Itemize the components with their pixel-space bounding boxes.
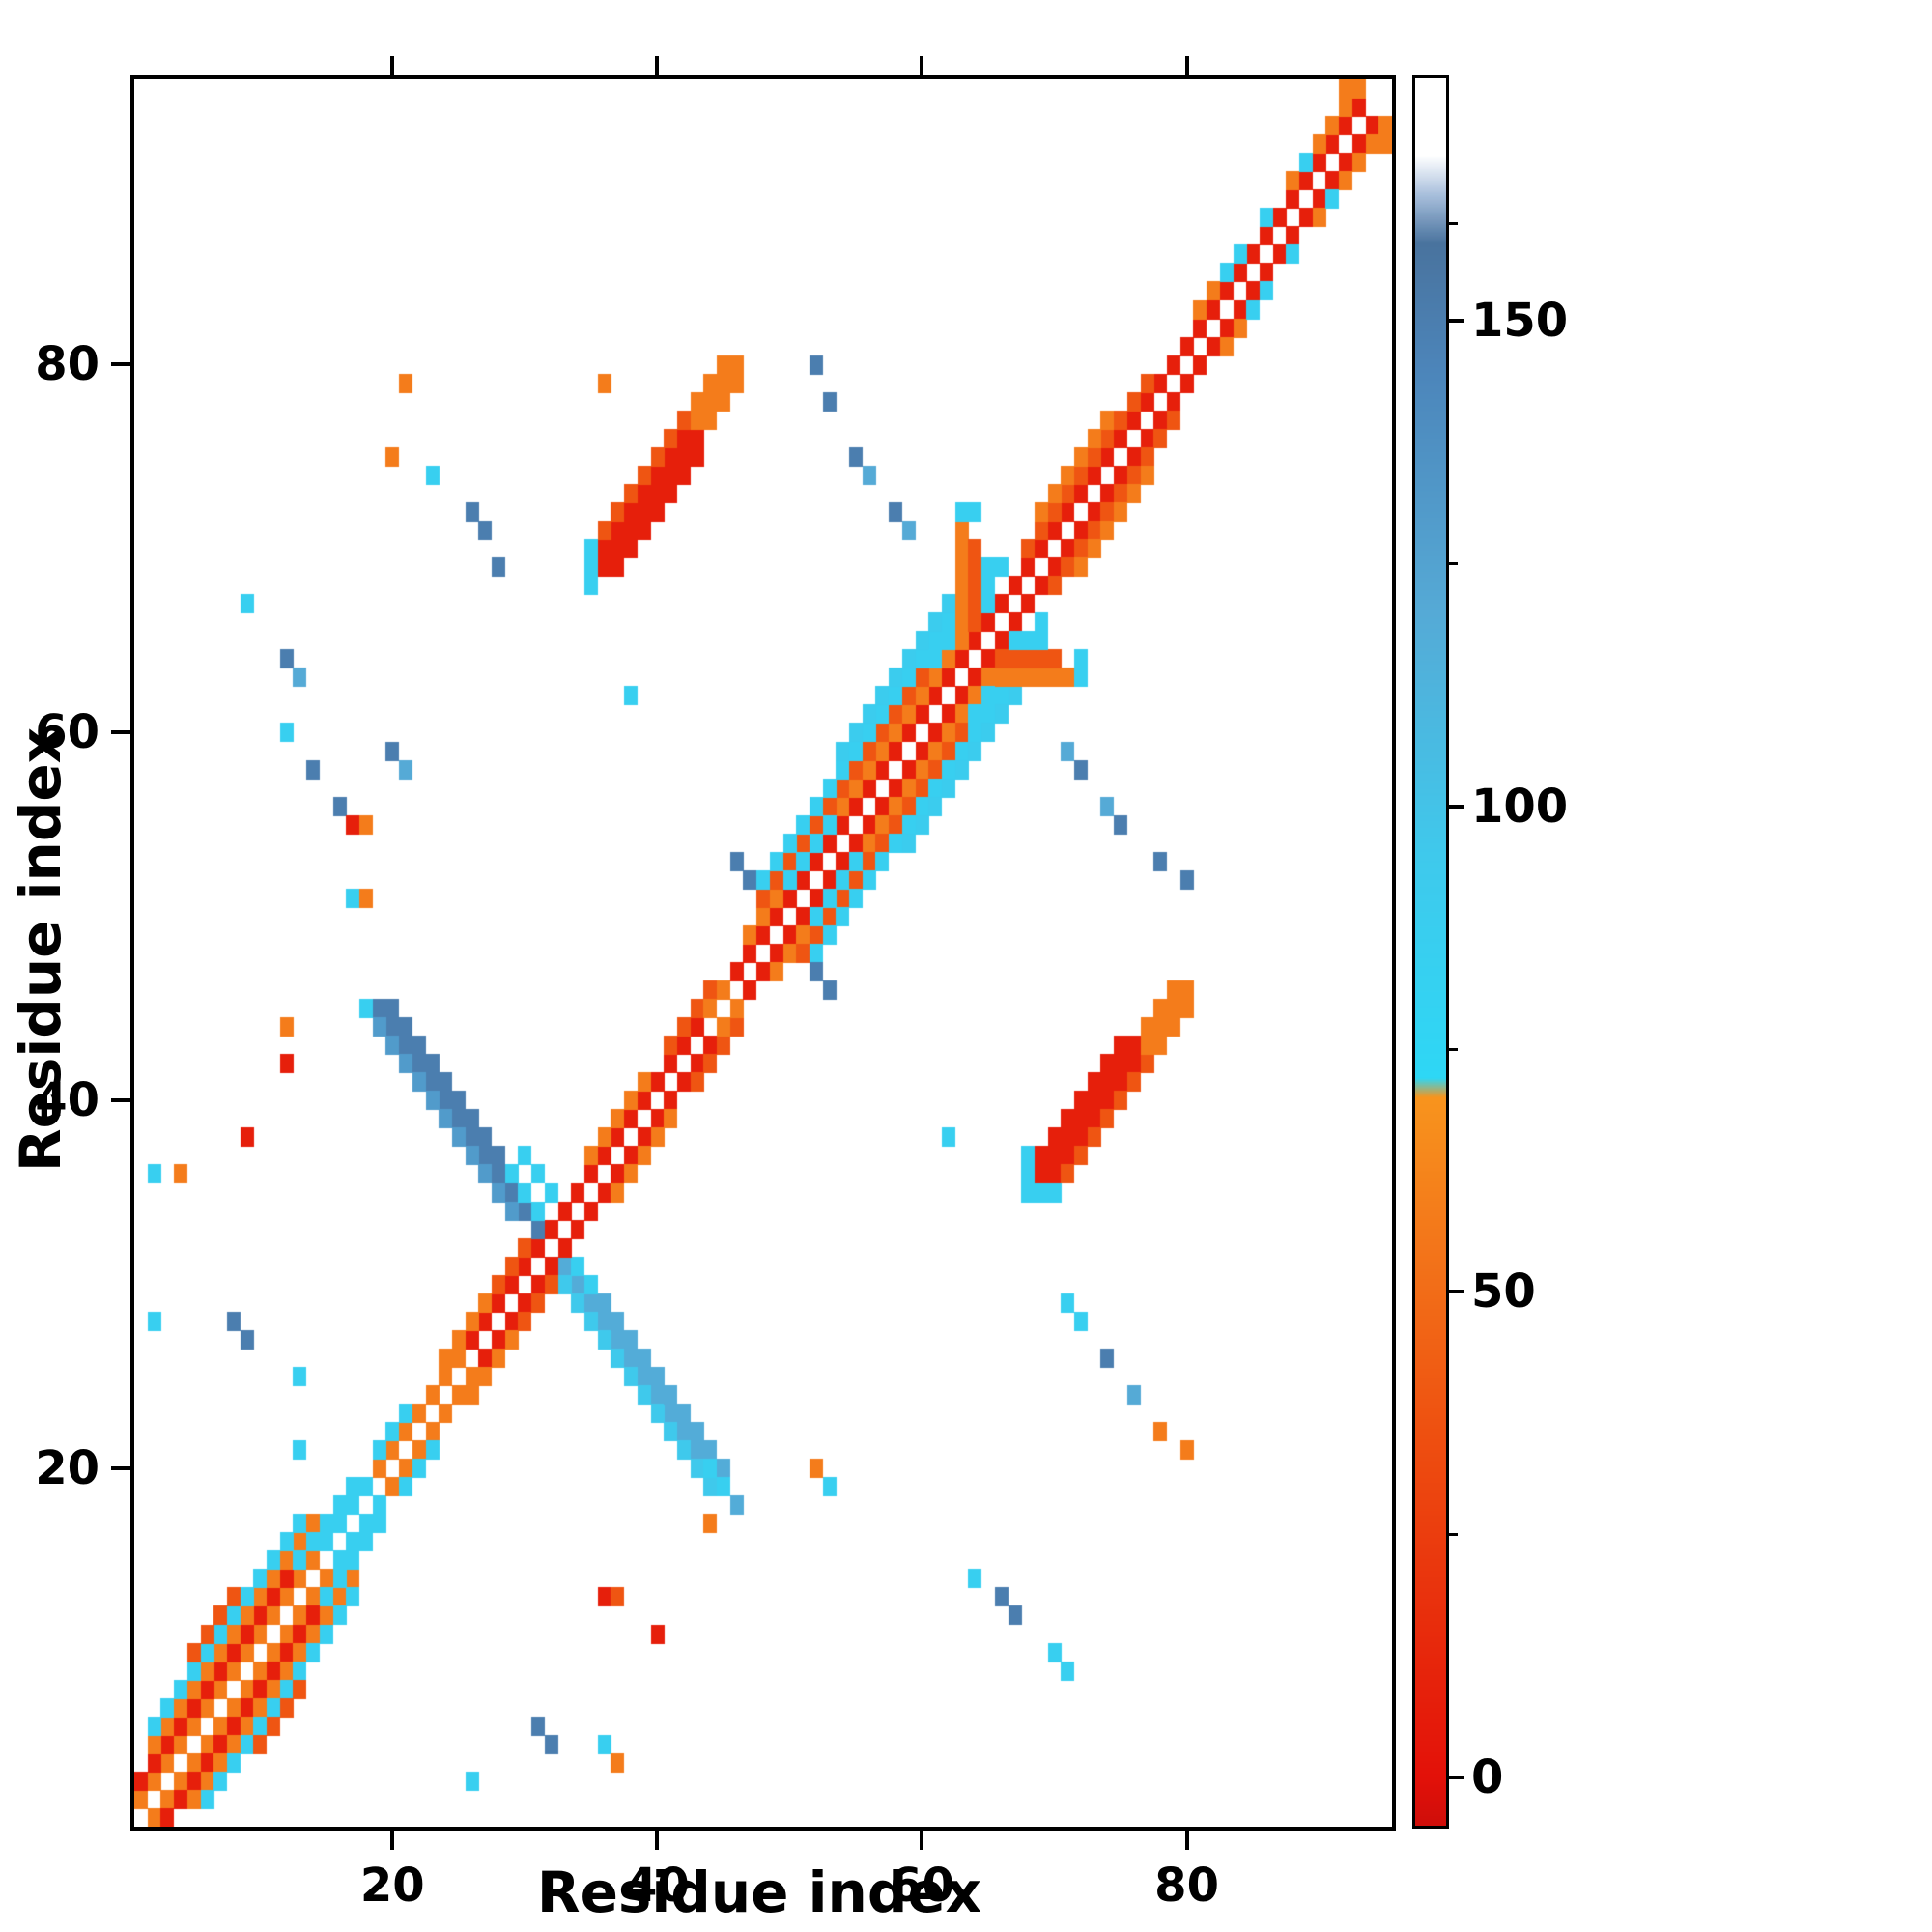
x-axis-tick-label: 40: [624, 1859, 690, 1913]
x-axis-tick: [390, 1831, 395, 1850]
colorbar-tick: [1449, 804, 1464, 809]
y-axis-label: Residue index: [8, 726, 73, 1173]
x-axis-tick-top: [655, 56, 660, 75]
y-axis-tick: [111, 1465, 130, 1470]
colorbar-tick-label: 100: [1471, 779, 1569, 834]
colorbar-minor-tick: [1449, 222, 1458, 226]
heatmap-plot-area: 20 40 60 80 20 40 60 80: [35, 56, 1396, 1909]
y-axis-tick: [111, 729, 130, 734]
x-axis-tick-top: [920, 56, 924, 75]
contact-map-canvas: [134, 79, 1392, 1827]
x-axis-tick: [1184, 1831, 1189, 1850]
x-axis-tick: [920, 1831, 924, 1850]
colorbar-tick-label: 150: [1471, 294, 1569, 349]
y-axis-tick: [111, 1097, 130, 1102]
colorbar-tick-label: 50: [1471, 1264, 1536, 1320]
y-axis-tick-label: 60: [35, 704, 99, 759]
x-axis-label: Residue index: [536, 1860, 982, 1925]
x-axis-tick-label: 80: [1154, 1859, 1219, 1913]
colorbar: 0 50 100 150: [1412, 75, 1568, 1829]
x-axis-tick-label: 60: [890, 1859, 954, 1913]
colorbar-tick: [1449, 1290, 1464, 1294]
colorbar-tick: [1449, 319, 1464, 324]
colorbar-tick: [1449, 1775, 1464, 1779]
colorbar-minor-tick: [1449, 1047, 1458, 1051]
x-axis-tick: [655, 1831, 660, 1850]
colorbar-gradient-canvas: [1415, 78, 1446, 1826]
y-axis-tick-label: 80: [35, 337, 99, 392]
y-axis-tick-label: 40: [35, 1072, 99, 1127]
colorbar-minor-tick: [1449, 1533, 1458, 1536]
x-axis-tick-top: [390, 56, 395, 75]
y-axis-tick-label: 20: [35, 1440, 99, 1495]
colorbar-tick-label: 0: [1471, 1749, 1504, 1804]
x-axis-tick-top: [1184, 56, 1189, 75]
y-axis-tick: [111, 362, 130, 367]
x-axis-tick-label: 20: [359, 1859, 425, 1913]
colorbar-minor-tick: [1449, 562, 1458, 565]
